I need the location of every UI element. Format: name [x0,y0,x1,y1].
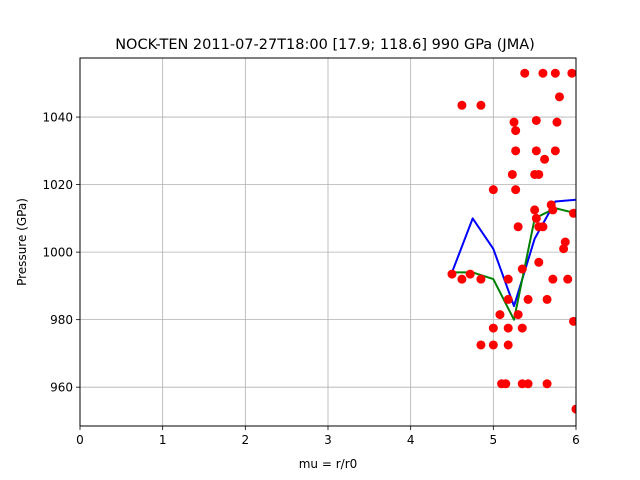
scatter-point [534,169,544,179]
scatter-point [531,115,541,125]
scatter-point [513,310,523,320]
scatter-point [513,222,523,232]
plot-area [79,57,577,427]
scatter-point [560,237,570,247]
scatter-point [495,310,505,320]
y-tick-label: 1040 [42,111,73,125]
scatter-point [569,316,576,326]
scatter-point [552,117,562,127]
x-axis: 0 1 2 3 4 5 6 [76,426,580,447]
scatter-points [447,68,576,414]
x-tick-label: 1 [159,433,167,447]
x-tick-label: 6 [572,433,580,447]
scatter-point [511,146,521,156]
scatter-point [503,340,513,350]
scatter-point [530,205,540,215]
scatter-point [476,274,486,284]
x-tick-label: 2 [242,433,250,447]
scatter-point [509,117,519,127]
scatter-point [476,100,486,110]
series-line-1 [451,198,576,308]
scatter-point [542,294,552,304]
scatter-point [447,269,457,279]
scatter-point [563,274,573,284]
scatter-point [523,294,533,304]
scatter-point [511,185,521,195]
grid [79,58,577,426]
scatter-point [503,323,513,333]
scatter-point [523,379,533,389]
scatter-point [531,213,541,223]
chart-title: NOCK-TEN 2011-07-27T18:00 [17.9; 118.6] … [115,37,535,53]
y-tick-label: 1020 [42,178,73,192]
scatter-point [531,146,541,156]
x-tick-label: 3 [324,433,332,447]
y-axis: 960 980 1000 1020 1040 [42,111,80,395]
scatter-point [507,169,517,179]
scatter-point [503,294,513,304]
y-axis-label: Pressure (GPa) [15,198,29,286]
y-tick-label: 960 [50,381,73,395]
scatter-point [554,92,564,102]
scatter-point [548,205,558,215]
scatter-point [488,185,498,195]
y-tick-label: 1000 [42,246,73,260]
scatter-point [520,68,530,78]
scatter-point [488,340,498,350]
scatter-point [540,154,550,164]
scatter-point [457,274,467,284]
scatter-point [501,379,511,389]
x-tick-label: 0 [76,433,84,447]
scatter-point [457,100,467,110]
x-tick-label: 5 [490,433,498,447]
scatter-point [534,257,544,267]
scatter-point [517,323,527,333]
x-axis-label: mu = r/r0 [299,457,358,471]
scatter-point [517,264,527,274]
scatter-point [569,208,576,218]
scatter-point [488,323,498,333]
scatter-point [511,126,521,136]
scatter-point [538,68,548,78]
scatter-point [503,274,513,284]
scatter-point [567,68,576,78]
x-tick-label: 4 [407,433,415,447]
scatter-point [476,340,486,350]
scatter-point [538,222,548,232]
scatter-point [542,379,552,389]
y-tick-label: 980 [50,313,73,327]
scatter-point [559,244,569,254]
scatter-point [550,146,560,156]
scatter-point [550,68,560,78]
scatter-point [571,404,576,414]
scatter-point [465,269,475,279]
scatter-point [548,274,558,284]
